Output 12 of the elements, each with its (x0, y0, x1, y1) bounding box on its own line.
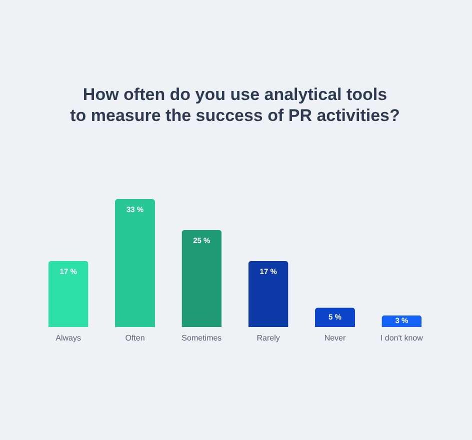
chart-title: How often do you use analytical tools to measure the success of PR activities? (70, 85, 400, 125)
x-tick-label: Rarely (256, 334, 280, 342)
x-tick-label: Never (324, 334, 346, 342)
x-tick-label: I don't know (380, 334, 424, 342)
bar (182, 230, 222, 327)
x-tick-label: Often (125, 334, 145, 342)
x-tick-label: Always (56, 334, 82, 342)
bar (48, 261, 88, 327)
bar (248, 261, 288, 327)
bar (115, 199, 155, 327)
x-tick-label: Sometimes (182, 334, 222, 342)
bar (315, 308, 355, 327)
